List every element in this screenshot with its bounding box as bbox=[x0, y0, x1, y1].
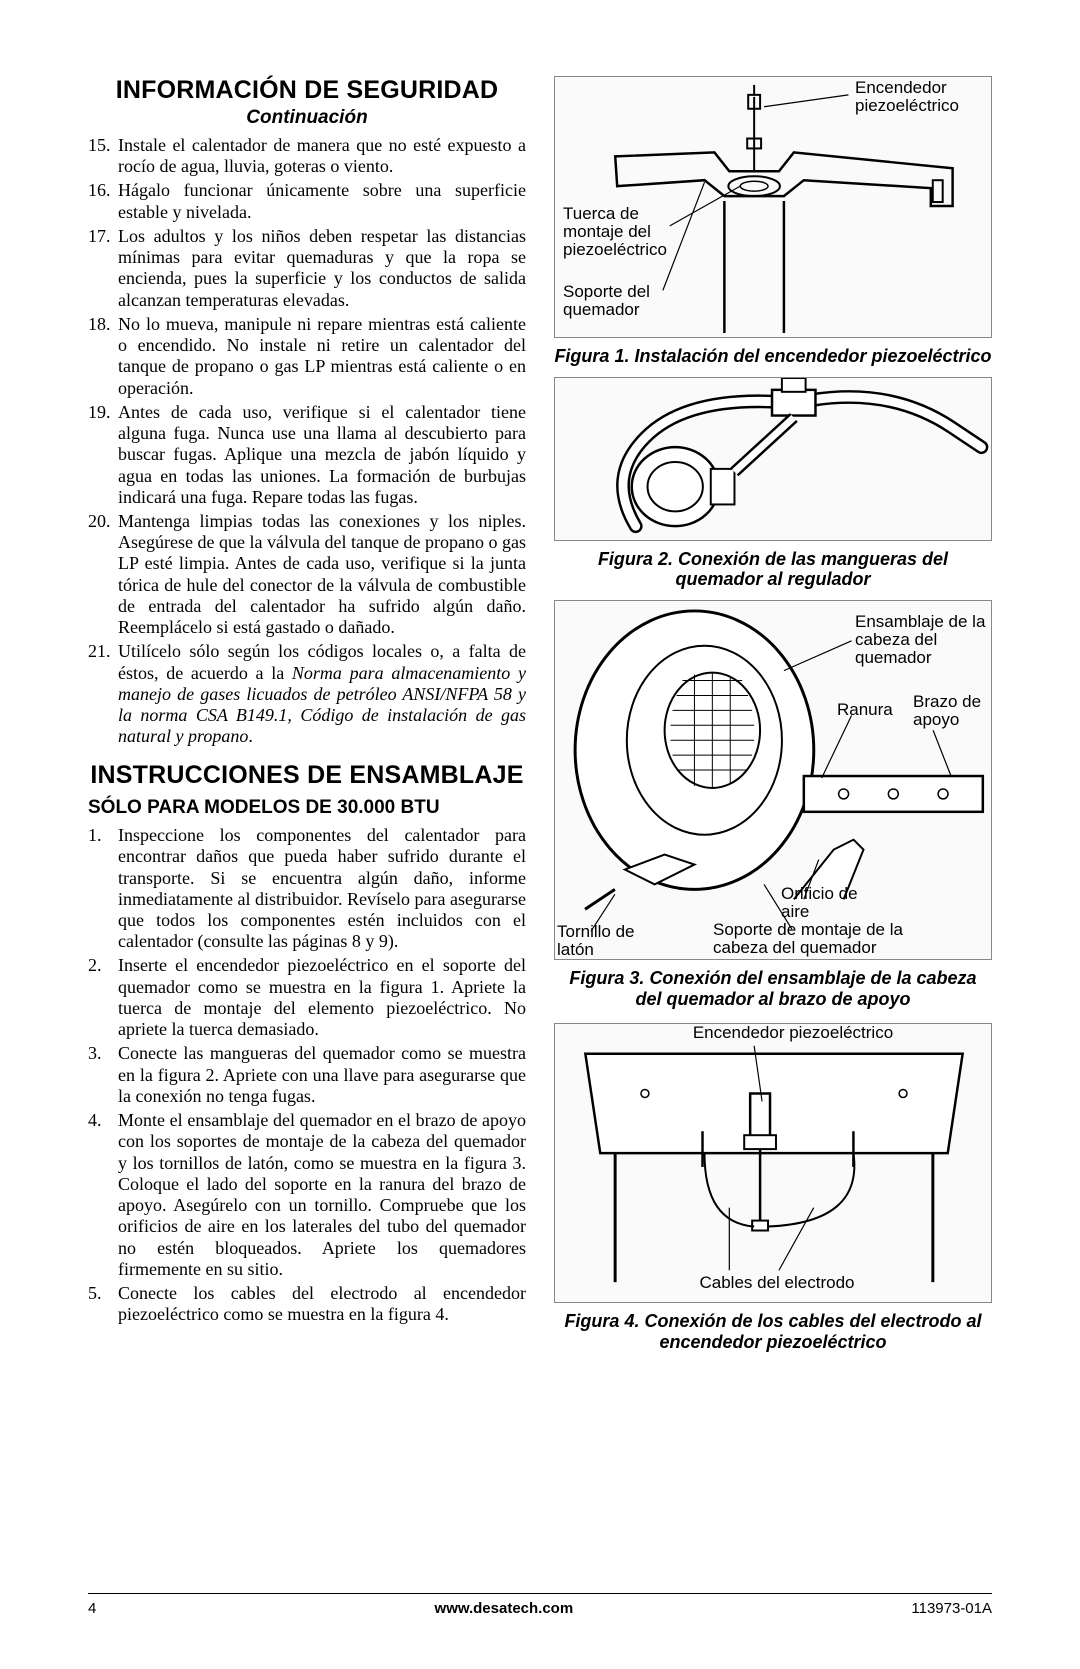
assembly-heading: INSTRUCCIONES DE ENSAMBLAJE bbox=[88, 762, 526, 790]
safety-heading: INFORMACIÓN DE SEGURIDAD bbox=[88, 76, 526, 105]
figure-1: Encendedor piezoeléctrico Tuerca de mont… bbox=[554, 76, 992, 338]
fig4-label-wires: Cables del electrodo bbox=[677, 1274, 877, 1292]
list-item: 16.Hágalo funcionar únicamente sobre una… bbox=[88, 180, 526, 222]
fig3-label-orifice: Orificio de aire bbox=[781, 885, 881, 921]
fig3-label-head: Ensamblaje de la cabeza del quemador bbox=[855, 613, 987, 667]
list-item-text: Conecte los cables del electrodo al ence… bbox=[118, 1283, 526, 1325]
list-item-number: 3. bbox=[88, 1043, 118, 1107]
figure-2-caption: Figura 2. Conexión de las mangueras del … bbox=[554, 549, 992, 590]
page-footer: 4 www.desatech.com 113973-01A bbox=[88, 1593, 992, 1617]
list-item-number: 4. bbox=[88, 1110, 118, 1280]
figure-2-svg bbox=[555, 378, 991, 540]
list-item-number: 20. bbox=[88, 511, 118, 638]
list-item-text: Los adultos y los niños deben respetar l… bbox=[118, 226, 526, 311]
list-item: 19.Antes de cada uso, verifique si el ca… bbox=[88, 402, 526, 508]
list-item-text: Conecte las mangueras del quemador como … bbox=[118, 1043, 526, 1107]
list-item: 3.Conecte las mangueras del quemador com… bbox=[88, 1043, 526, 1107]
figure-2 bbox=[554, 377, 992, 541]
list-item-number: 16. bbox=[88, 180, 118, 222]
figure-3: Ensamblaje de la cabeza del quemador Ran… bbox=[554, 600, 992, 960]
page-content: INFORMACIÓN DE SEGURIDAD Continuación 15… bbox=[88, 76, 992, 1566]
list-item-text: Hágalo funcionar únicamente sobre una su… bbox=[118, 180, 526, 222]
list-item: 15.Instale el calentador de manera que n… bbox=[88, 135, 526, 177]
right-column: Encendedor piezoeléctrico Tuerca de mont… bbox=[554, 76, 992, 1566]
list-item-text: Mantenga limpias todas las conexiones y … bbox=[118, 511, 526, 638]
list-item-text: Antes de cada uso, verifique si el calen… bbox=[118, 402, 526, 508]
list-item: 1.Inspeccione los componentes del calent… bbox=[88, 825, 526, 952]
list-item-text: Inspeccione los componentes del calentad… bbox=[118, 825, 526, 952]
list-item-text: No lo mueva, manipule ni repare mientras… bbox=[118, 314, 526, 399]
fig1-label-bracket: Soporte del quemador bbox=[563, 283, 683, 319]
assembly-list: 1.Inspeccione los componentes del calent… bbox=[88, 825, 526, 1325]
list-item: 17.Los adultos y los niños deben respeta… bbox=[88, 226, 526, 311]
list-item: 20.Mantenga limpias todas las conexiones… bbox=[88, 511, 526, 638]
list-item-number: 1. bbox=[88, 825, 118, 952]
left-column: INFORMACIÓN DE SEGURIDAD Continuación 15… bbox=[88, 76, 526, 1566]
list-item-number: 21. bbox=[88, 641, 118, 747]
list-item: 18.No lo mueva, manipule ni repare mient… bbox=[88, 314, 526, 399]
fig1-label-igniter: Encendedor piezoeléctrico bbox=[855, 79, 985, 115]
list-item: 2.Inserte el encendedor piezoeléctrico e… bbox=[88, 955, 526, 1040]
assembly-subsection: SÓLO PARA MODELOS DE 30.000 BTU bbox=[88, 797, 526, 819]
list-item-number: 2. bbox=[88, 955, 118, 1040]
figure-4-caption: Figura 4. Conexión de los cables del ele… bbox=[554, 1311, 992, 1352]
fig1-label-nut: Tuerca de montaje del piezoeléctrico bbox=[563, 205, 683, 259]
list-item: 5.Conecte los cables del electrodo al en… bbox=[88, 1283, 526, 1325]
list-item: 4.Monte el ensamblaje del quemador en el… bbox=[88, 1110, 526, 1280]
figure-4: Encendedor piezoeléctrico Cables del ele… bbox=[554, 1023, 992, 1303]
footer-page-number: 4 bbox=[88, 1600, 96, 1617]
list-item-number: 5. bbox=[88, 1283, 118, 1325]
footer-url: www.desatech.com bbox=[435, 1600, 574, 1617]
fig4-label-igniter: Encendedor piezoeléctrico bbox=[673, 1024, 913, 1042]
continuation-subtitle: Continuación bbox=[88, 107, 526, 129]
footer-doc-id: 113973-01A bbox=[911, 1600, 992, 1617]
list-item-text: Inserte el encendedor piezoeléctrico en … bbox=[118, 955, 526, 1040]
figure-4-svg bbox=[555, 1024, 991, 1302]
list-item-number: 18. bbox=[88, 314, 118, 399]
fig3-label-mount: Soporte de montaje de la cabeza del quem… bbox=[713, 921, 943, 957]
fig3-label-arm: Brazo de apoyo bbox=[913, 693, 993, 729]
list-item-text: Instale el calentador de manera que no e… bbox=[118, 135, 526, 177]
list-item: 21.Utilícelo sólo según los códigos loca… bbox=[88, 641, 526, 747]
list-item-number: 17. bbox=[88, 226, 118, 311]
fig3-label-slot: Ranura bbox=[837, 701, 907, 719]
figure-3-caption: Figura 3. Conexión del ensamblaje de la … bbox=[554, 968, 992, 1009]
list-item-text: Monte el ensamblaje del quemador en el b… bbox=[118, 1110, 526, 1280]
list-item-text: Utilícelo sólo según los códigos locales… bbox=[118, 641, 526, 747]
figure-1-caption: Figura 1. Instalación del encendedor pie… bbox=[554, 346, 992, 367]
list-item-number: 15. bbox=[88, 135, 118, 177]
fig3-label-brass: Tornillo de latón bbox=[557, 923, 657, 959]
list-item-number: 19. bbox=[88, 402, 118, 508]
safety-list: 15.Instale el calentador de manera que n… bbox=[88, 135, 526, 748]
